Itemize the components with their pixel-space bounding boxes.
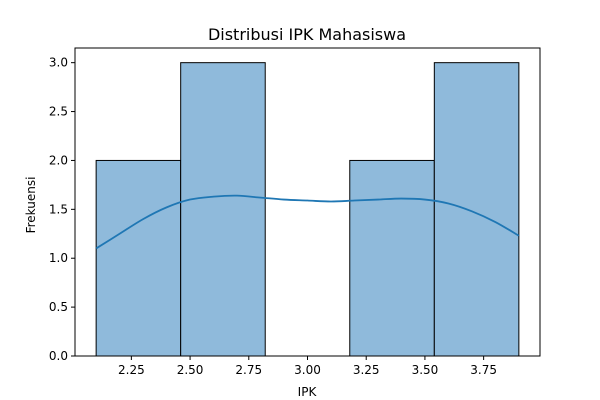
histogram-bar-1 xyxy=(180,62,266,357)
x-tick-label: 2.50 xyxy=(177,363,204,377)
y-tick-label: 1.5 xyxy=(49,202,68,216)
bars-group xyxy=(95,62,520,357)
histogram-bar-4 xyxy=(433,62,520,357)
y-tick-label: 2.5 xyxy=(49,105,68,119)
x-ticks-group: 2.25 2.50 2.75 3.00 3.25 3.50 3.75 xyxy=(118,356,497,377)
y-tick-label: 2.0 xyxy=(49,153,68,167)
y-axis-label: Frekuensi xyxy=(24,177,38,234)
y-tick-label: 3.0 xyxy=(49,56,68,70)
x-tick-label: 3.50 xyxy=(412,363,439,377)
chart-title: Distribusi IPK Mahasiswa xyxy=(208,25,406,44)
kde-line xyxy=(95,194,520,250)
histogram-bar-3 xyxy=(349,159,435,357)
x-axis-label: IPK xyxy=(298,385,318,399)
x-tick-label: 3.00 xyxy=(294,363,321,377)
y-ticks-group: 0.0 0.5 1.0 1.5 2.0 2.5 3.0 xyxy=(49,56,75,363)
x-tick-label: 3.25 xyxy=(353,363,380,377)
x-tick-label: 3.75 xyxy=(470,363,497,377)
y-tick-label: 0.5 xyxy=(49,300,68,314)
x-tick-label: 2.25 xyxy=(118,363,145,377)
histogram-bar-0 xyxy=(95,159,182,357)
y-tick-label: 0.0 xyxy=(49,349,68,363)
x-tick-label: 2.75 xyxy=(235,363,262,377)
y-tick-label: 1.0 xyxy=(49,251,68,265)
